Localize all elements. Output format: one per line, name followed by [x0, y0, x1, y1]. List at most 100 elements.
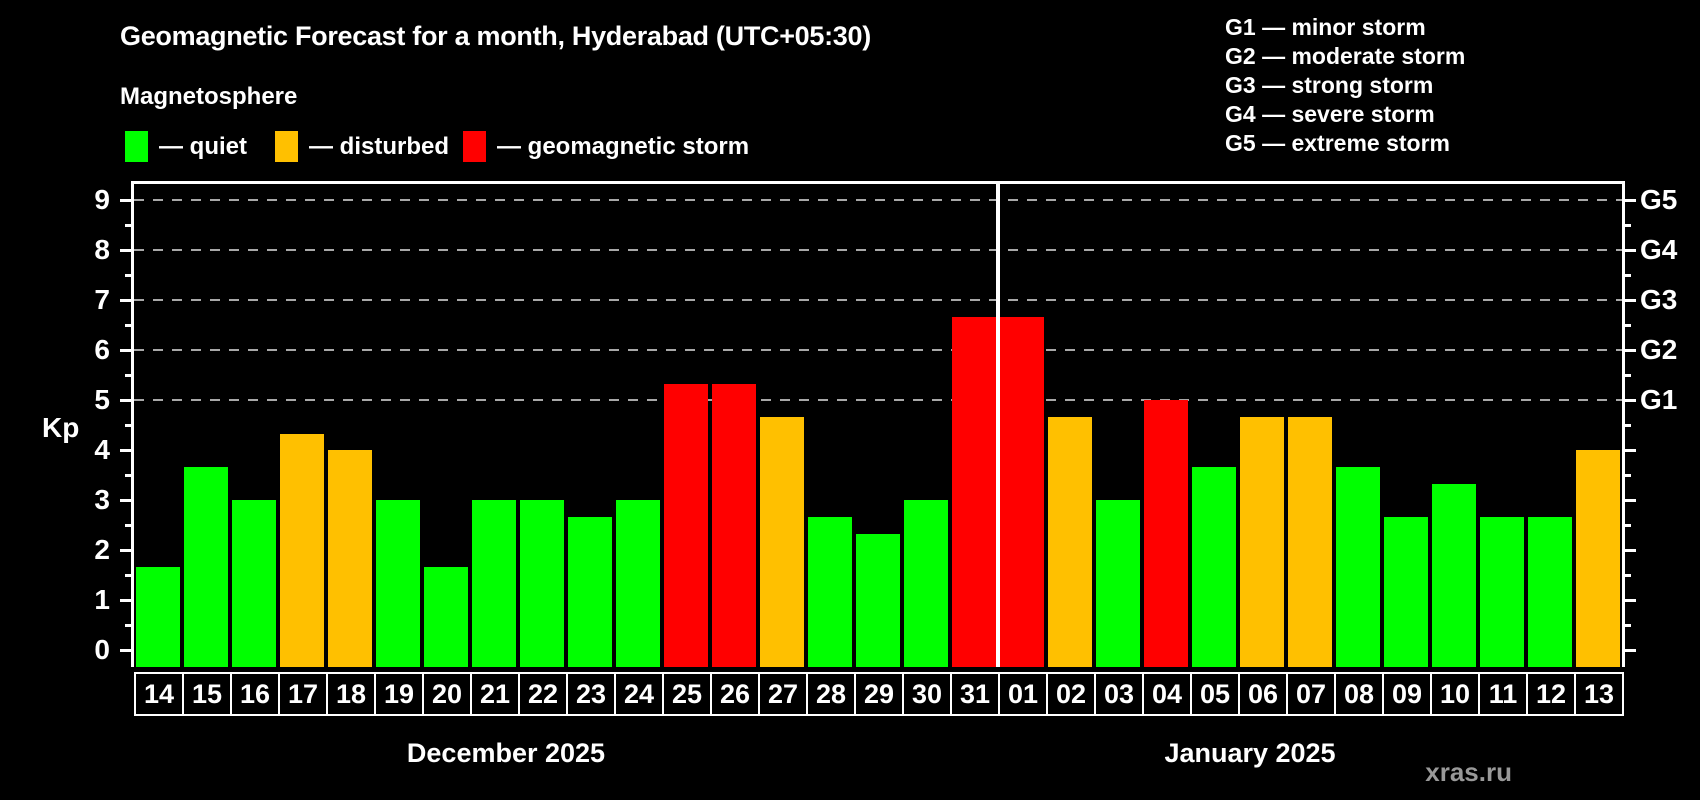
- right-axis-major-tick: [1625, 348, 1636, 352]
- watermark: xras.ru: [1425, 757, 1512, 787]
- right-axis-minor-tick: [1625, 223, 1631, 227]
- kp-bar-30: [904, 500, 948, 667]
- kp-bar-21: [472, 500, 516, 667]
- g-scale-line-5: G5 — extreme storm: [1225, 130, 1450, 156]
- legend-swatch-quiet: [125, 131, 148, 162]
- day-label-03: 03: [1094, 672, 1144, 716]
- kp-bar-02: [1048, 416, 1092, 667]
- kp-bar-03: [1096, 500, 1140, 667]
- y-axis-tick-label-8: 8: [94, 234, 110, 265]
- legend-swatch-disturbed: [275, 131, 298, 162]
- right-axis-minor-tick: [1625, 623, 1631, 627]
- y-axis-tick-label-3: 3: [94, 484, 110, 515]
- kp-bar-07: [1288, 416, 1332, 667]
- day-label-17: 17: [278, 672, 328, 716]
- y-axis-major-tick: [120, 448, 131, 452]
- kp-bar-31: [952, 316, 996, 667]
- kp-bar-28: [808, 516, 852, 667]
- right-axis-major-tick: [1625, 248, 1636, 252]
- month-label-1: December 2025: [406, 738, 606, 768]
- kp-bar-22: [520, 500, 564, 667]
- y-axis-major-tick: [120, 248, 131, 252]
- y-axis-minor-tick: [125, 423, 131, 427]
- right-axis-major-tick: [1625, 198, 1636, 202]
- g-scale-line-1: G1 — minor storm: [1225, 14, 1426, 40]
- storm-scale-legend: G1 — minor storm G2 — moderate storm G3 — …: [1225, 13, 1465, 158]
- y-axis-minor-tick: [125, 323, 131, 327]
- legend-item-quiet: — quiet: [125, 131, 247, 162]
- day-label-02: 02: [1046, 672, 1096, 716]
- right-axis-major-tick: [1625, 448, 1636, 452]
- y-axis-minor-tick: [125, 573, 131, 577]
- right-axis-minor-tick: [1625, 523, 1631, 527]
- day-label-08: 08: [1334, 672, 1384, 716]
- kp-bar-20: [424, 566, 468, 667]
- kp-bar-19: [376, 500, 420, 667]
- y-axis-tick-label-2: 2: [94, 534, 110, 565]
- kp-bar-06: [1240, 416, 1284, 667]
- day-label-01: 01: [998, 672, 1048, 716]
- chart-subtitle: Magnetosphere: [120, 83, 298, 110]
- day-label-20: 20: [422, 672, 472, 716]
- kp-bar-14: [136, 566, 180, 667]
- y-axis-tick-label-9: 9: [94, 184, 110, 215]
- day-label-07: 07: [1286, 672, 1336, 716]
- y-axis-minor-tick: [125, 473, 131, 477]
- kp-bar-08: [1336, 466, 1380, 667]
- kp-bar-18: [328, 450, 372, 667]
- g-scale-line-2: G2 — moderate storm: [1225, 43, 1466, 69]
- day-label-31: 31: [950, 672, 1000, 716]
- kp-bar-11: [1480, 516, 1524, 667]
- day-label-18: 18: [326, 672, 376, 716]
- day-label-23: 23: [566, 672, 616, 716]
- right-axis-minor-tick: [1625, 573, 1631, 577]
- y-axis-tick-label-6: 6: [94, 334, 110, 365]
- y-axis-tick-label-7: 7: [94, 284, 110, 315]
- kp-bar-27: [760, 416, 804, 667]
- day-label-29: 29: [854, 672, 904, 716]
- y-axis-minor-tick: [125, 373, 131, 377]
- kp-bar-04: [1144, 400, 1188, 667]
- day-label-22: 22: [518, 672, 568, 716]
- kp-bar-17: [280, 433, 324, 667]
- y-axis-tick-label-4: 4: [94, 434, 110, 465]
- month-label-2: January 2025: [1164, 738, 1336, 768]
- right-axis-minor-tick: [1625, 473, 1631, 477]
- y-axis-title: Kp: [42, 412, 80, 443]
- right-axis-label-G1: G1: [1640, 384, 1678, 415]
- legend-label-disturbed: — disturbed: [309, 133, 450, 160]
- day-label-10: 10: [1430, 672, 1480, 716]
- right-axis-major-tick: [1625, 598, 1636, 602]
- gridline-kp-9: [134, 199, 1622, 201]
- day-label-16: 16: [230, 672, 280, 716]
- y-axis-major-tick: [120, 298, 131, 302]
- kp-bar-24: [616, 500, 660, 667]
- kp-bar-09: [1384, 516, 1428, 667]
- kp-bar-25: [664, 383, 708, 667]
- day-label-25: 25: [662, 672, 712, 716]
- right-axis-label-G3: G3: [1640, 284, 1678, 315]
- gridline-kp-7: [134, 299, 1622, 301]
- gridline-kp-6: [134, 349, 1622, 351]
- right-axis-label-G5: G5: [1640, 184, 1678, 215]
- kp-bar-23: [568, 516, 612, 667]
- g-scale-line-4: G4 — severe storm: [1225, 101, 1435, 127]
- day-label-14: 14: [134, 672, 184, 716]
- kp-bar-15: [184, 466, 228, 667]
- y-axis-tick-label-1: 1: [94, 584, 110, 615]
- right-axis-minor-tick: [1625, 273, 1631, 277]
- legend-item-disturbed: — disturbed: [275, 131, 449, 162]
- kp-bar-05: [1192, 466, 1236, 667]
- day-label-09: 09: [1382, 672, 1432, 716]
- day-label-04: 04: [1142, 672, 1192, 716]
- right-axis-major-tick: [1625, 498, 1636, 502]
- day-label-27: 27: [758, 672, 808, 716]
- y-axis-major-tick: [120, 498, 131, 502]
- right-axis-label-G4: G4: [1640, 234, 1678, 265]
- kp-bar-13: [1576, 450, 1620, 667]
- right-axis-label-G2: G2: [1640, 334, 1678, 365]
- kp-bar-01: [1000, 316, 1044, 667]
- y-axis-major-tick: [120, 198, 131, 202]
- g-scale-line-3: G3 — strong storm: [1225, 72, 1434, 98]
